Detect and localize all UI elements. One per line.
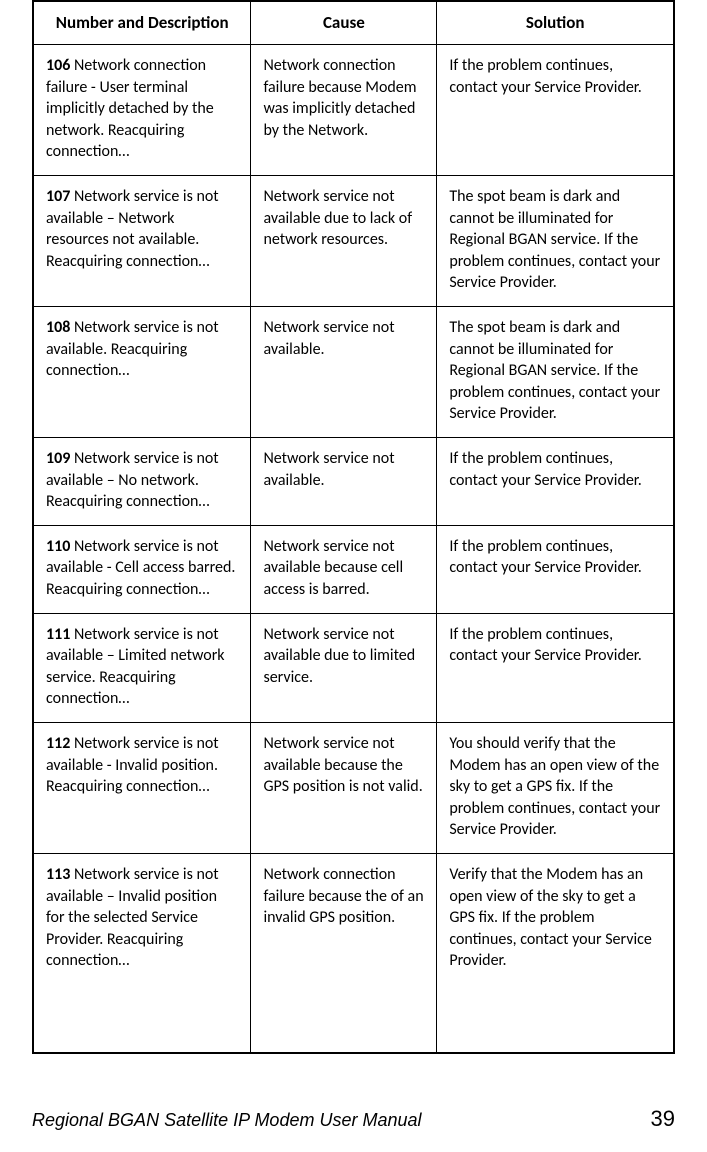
error-description: Network service is not available – No ne… bbox=[46, 449, 219, 511]
error-number: 108 bbox=[46, 318, 70, 337]
cell-cause: Network service not available because ce… bbox=[251, 525, 437, 613]
error-number: 112 bbox=[46, 734, 70, 753]
error-number: 110 bbox=[46, 537, 70, 556]
footer-page-number: 39 bbox=[651, 1106, 675, 1132]
cell-description: 109 Network service is not available – N… bbox=[33, 438, 251, 526]
error-number: 106 bbox=[46, 56, 70, 75]
column-header-cause: Cause bbox=[251, 1, 437, 45]
cell-cause: Network service not available. bbox=[251, 438, 437, 526]
cell-solution: If the problem continues, contact your S… bbox=[437, 525, 674, 613]
table-row: 106 Network connection failure - User te… bbox=[33, 45, 674, 176]
cell-solution: The spot beam is dark and cannot be illu… bbox=[437, 176, 674, 307]
cell-cause: Network service not available. bbox=[251, 307, 437, 438]
table-row: 111 Network service is not available – L… bbox=[33, 613, 674, 722]
table-row: 112 Network service is not available - I… bbox=[33, 722, 674, 853]
error-number: 113 bbox=[46, 865, 70, 884]
cell-solution: Verify that the Modem has an open view o… bbox=[437, 853, 674, 1052]
table-row: 109 Network service is not available – N… bbox=[33, 438, 674, 526]
error-description: Network service is not available – Inval… bbox=[46, 865, 219, 970]
cell-solution: If the problem continues, contact your S… bbox=[437, 613, 674, 722]
cell-description: 113 Network service is not available – I… bbox=[33, 853, 251, 1052]
table-row: 108 Network service is not available. Re… bbox=[33, 307, 674, 438]
table-body: 106 Network connection failure - User te… bbox=[33, 45, 674, 1053]
error-description: Network service is not available - Inval… bbox=[46, 734, 219, 796]
cell-description: 106 Network connection failure - User te… bbox=[33, 45, 251, 176]
table-row: 107 Network service is not available – N… bbox=[33, 176, 674, 307]
table-row: 113 Network service is not available – I… bbox=[33, 853, 674, 1052]
error-description: Network service is not available – Netwo… bbox=[46, 187, 219, 271]
cell-cause: Network service not available because th… bbox=[251, 722, 437, 853]
cell-cause: Network service not available due to lac… bbox=[251, 176, 437, 307]
cell-description: 111 Network service is not available – L… bbox=[33, 613, 251, 722]
cell-description: 107 Network service is not available – N… bbox=[33, 176, 251, 307]
cell-cause: Network connection failure because the o… bbox=[251, 853, 437, 1052]
error-description: Network service is not available – Limit… bbox=[46, 625, 225, 709]
table-row: 110 Network service is not available - C… bbox=[33, 525, 674, 613]
cell-solution: If the problem continues, contact your S… bbox=[437, 45, 674, 176]
troubleshooting-table: Number and Description Cause Solution 10… bbox=[32, 0, 675, 1054]
cell-description: 110 Network service is not available - C… bbox=[33, 525, 251, 613]
page-footer: Regional BGAN Satellite IP Modem User Ma… bbox=[32, 1106, 675, 1132]
error-description: Network service is not available. Reacqu… bbox=[46, 318, 219, 380]
cell-cause: Network connection failure because Modem… bbox=[251, 45, 437, 176]
cell-description: 108 Network service is not available. Re… bbox=[33, 307, 251, 438]
error-description: Network service is not available - Cell … bbox=[46, 537, 235, 599]
error-number: 111 bbox=[46, 625, 70, 644]
error-number: 109 bbox=[46, 449, 70, 468]
footer-title: Regional BGAN Satellite IP Modem User Ma… bbox=[32, 1110, 422, 1131]
column-header-description: Number and Description bbox=[33, 1, 251, 45]
error-number: 107 bbox=[46, 187, 70, 206]
cell-cause: Network service not available due to lim… bbox=[251, 613, 437, 722]
cell-solution: You should verify that the Modem has an … bbox=[437, 722, 674, 853]
cell-description: 112 Network service is not available - I… bbox=[33, 722, 251, 853]
cell-solution: If the problem continues, contact your S… bbox=[437, 438, 674, 526]
error-description: Network connection failure - User termin… bbox=[46, 56, 214, 161]
table-header-row: Number and Description Cause Solution bbox=[33, 1, 674, 45]
cell-solution: The spot beam is dark and cannot be illu… bbox=[437, 307, 674, 438]
column-header-solution: Solution bbox=[437, 1, 674, 45]
